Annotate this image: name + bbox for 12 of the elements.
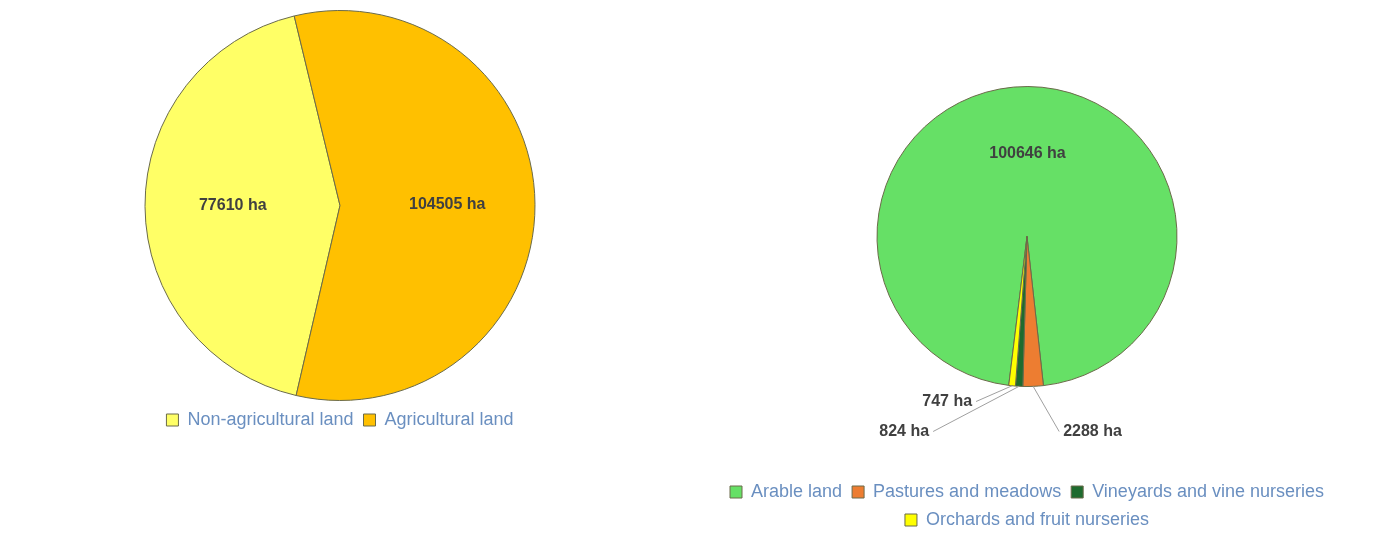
data-label: 2288 ha: [1063, 421, 1122, 439]
data-label: 747 ha: [922, 391, 973, 409]
legend-label: Non-agricultural land: [187, 408, 354, 429]
legend-label: Orchards and fruit nurseries: [925, 508, 1150, 529]
data-label: 100646 ha: [989, 144, 1066, 162]
legend-label: Arable land: [751, 480, 843, 501]
legend-label: Pastures and meadows: [873, 480, 1062, 501]
data-label: 104505 ha: [408, 195, 486, 213]
legend-label: Agricultural land: [384, 408, 514, 429]
data-label: 824 ha: [879, 421, 930, 439]
legend-label: Vineyards and vine nurseries: [1092, 480, 1324, 501]
data-label: 77610 ha: [198, 196, 267, 214]
